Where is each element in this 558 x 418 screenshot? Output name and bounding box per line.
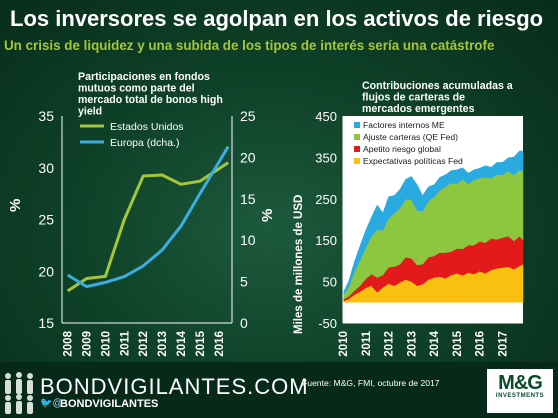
left-y-tick-label: 30 [38,160,54,176]
bondvigilantes-logo[interactable]: BONDVIGILANTES.COM [40,374,309,399]
area-factores-internos-me [342,150,524,297]
twitter-icon: 🐦@ [40,398,63,409]
left-chart-title-line: mercado total de bonos high [78,94,223,106]
right-chart-title-line: Contribuciones acumuladas a [362,80,513,92]
legend-label: Factores internos ME [363,120,445,130]
left-chart-title-line: mutuos como parte del [78,83,195,95]
right-chart-y-tick-label: 350 [315,150,337,165]
right-chart-title-line: mercados emergentes [362,103,475,115]
legend-label: Ajuste carteras (QE Fed) [363,132,458,142]
right-chart-x-tick-label: 2017 [497,331,509,357]
right-chart-x-tick-label: 2016 [475,331,487,357]
line-series-europa [66,145,230,289]
right-chart-x-tick-label: 2014 [429,330,441,356]
left-chart-title-line: Participaciones en fondos [78,71,210,83]
right-chart-x-tick-label: 2013 [406,331,418,357]
right-y-tick-label: 15 [240,191,256,207]
legend-label: Apetito riesgo global [363,144,441,154]
left-x-tick-label: 2016 [214,331,226,357]
right-chart-y-axis-label: Miles de millones de USD [293,195,305,334]
right-chart-x-tick-label: 2011 [361,330,373,356]
right-chart-x-tick-label: 2012 [384,331,396,357]
twitter-handle[interactable]: BONDVIGILANTES [60,398,159,410]
right-y-tick-label: 25 [240,108,256,124]
left-y-tick-label: 20 [38,263,54,279]
right-y-tick-label: 20 [240,149,256,165]
footer-bar [0,362,558,418]
right-y-tick-label: 0 [240,315,248,331]
right-chart-title-line: flujos de carteras de [362,92,465,104]
legend-swatch [354,158,360,164]
legend-label: Estados Unidos [110,121,184,133]
source-note: Fuente: M&G, FMI, octubre de 2017 [302,378,440,388]
right-chart-y-tick-label: 50 [323,275,337,290]
mg-logo-subtext: INVESTMENTS [495,393,545,399]
legend-label: Europa (dcha.) [110,137,179,149]
left-y-tick-label: 35 [38,108,54,124]
right-chart-y-tick-label: 150 [315,233,337,248]
page-subtitle: Un crisis de liquidez y una subida de lo… [4,38,495,53]
legend-swatch [354,134,360,140]
left-x-tick-label: 2010 [100,331,112,357]
mg-logo-text: M&G [498,372,543,394]
left-y-tick-label: 15 [38,315,54,331]
right-chart-x-tick-label: 2015 [452,330,464,356]
left-x-tick-label: 2014 [176,330,188,356]
left-x-tick-label: 2013 [157,331,169,357]
left-x-tick-label: 2009 [82,331,94,357]
left-x-tick-label: 2012 [138,331,150,357]
right-chart-x-tick-label: 2010 [338,331,350,357]
left-y-tick-label: 25 [38,212,54,228]
right-y-axis-label: % [259,209,276,222]
right-y-tick-label: 10 [240,232,256,248]
left-y-axis-label: % [7,199,24,212]
right-chart-y-tick-label: -50 [318,316,337,331]
right-chart-y-tick-label: 450 [315,109,337,124]
left-line-chart: Participaciones en fondos mutuos como par… [7,71,276,357]
people-silhouette-icon [5,372,33,414]
right-chart-y-tick-label: 250 [315,192,337,207]
page-title: Los inversores se agolpan en los activos… [10,6,544,31]
mg-investments-logo: M&G INVESTMENTS [487,369,553,413]
left-x-tick-label: 2015 [195,330,207,356]
left-chart-title-line: yield [78,106,102,118]
legend-swatch [354,122,360,128]
right-y-tick-label: 5 [240,274,248,290]
left-chart-title: Participaciones en fondos mutuos como par… [78,71,223,118]
left-x-tick-label: 2008 [63,330,75,356]
line-series-estados-unidos [66,161,230,293]
left-x-tick-label: 2011 [119,330,131,356]
legend-label: Expectativas políticas Fed [363,156,463,166]
right-chart-title: Contribuciones acumuladas a flujos de car… [362,80,513,115]
legend-swatch [354,146,360,152]
right-area-chart: Contribuciones acumuladas a flujos de car… [293,80,524,357]
